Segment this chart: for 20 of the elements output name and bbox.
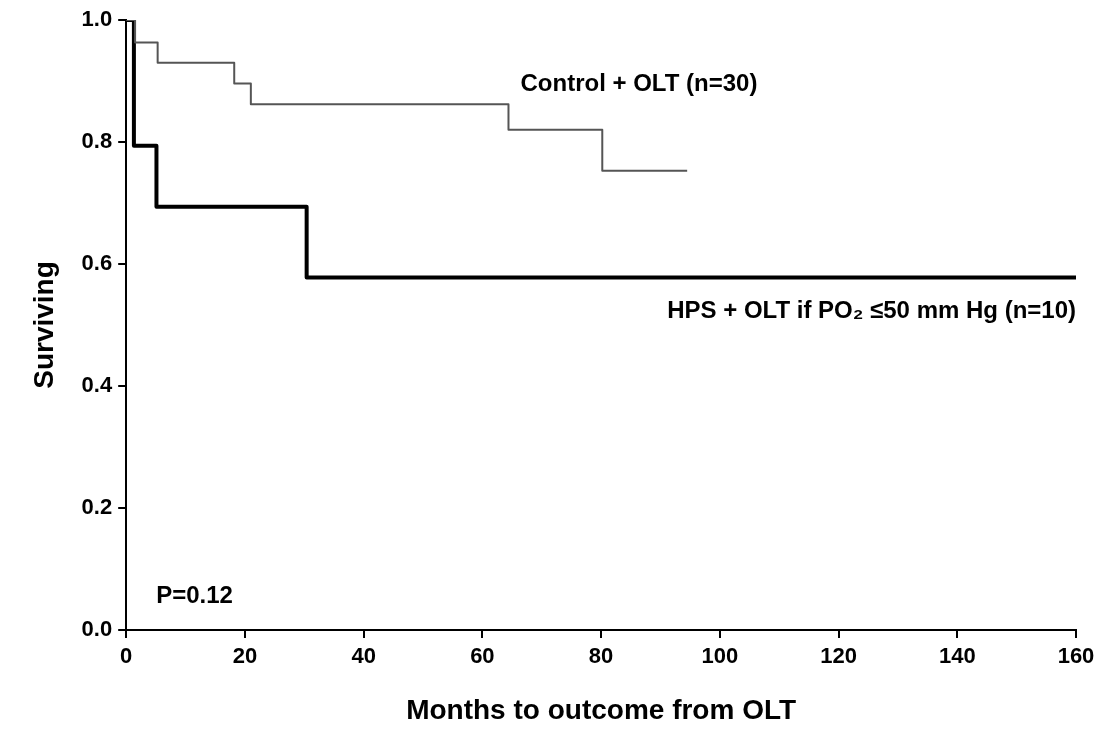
x-tick-label: 120 <box>820 643 857 669</box>
x-axis-title: Months to outcome from OLT <box>406 693 797 725</box>
x-tick-label: 100 <box>701 643 739 669</box>
y-tick-label: 1.0 <box>81 6 113 32</box>
y-axis-title: Surviving <box>27 261 59 389</box>
y-tick-label: 0.0 <box>81 616 113 642</box>
x-tick-label: 140 <box>938 643 976 669</box>
series-label: Control + OLT (n=30) <box>520 68 758 96</box>
y-tick-label: 0.2 <box>81 494 113 520</box>
annotation: P=0.12 <box>156 580 233 608</box>
y-tick-label: 0.8 <box>81 128 113 154</box>
x-tick-label: 40 <box>351 643 376 669</box>
series-label: HPS + OLT if PO₂ ≤50 mm Hg (n=10) <box>667 296 1076 324</box>
x-tick-label: 0 <box>120 643 133 669</box>
y-tick-label: 0.6 <box>81 250 113 276</box>
y-tick-label: 0.4 <box>81 372 113 398</box>
x-tick-label: 20 <box>232 643 258 669</box>
x-tick-label: 80 <box>588 643 614 669</box>
x-tick-label: 160 <box>1057 643 1095 669</box>
x-tick-label: 60 <box>470 643 495 669</box>
